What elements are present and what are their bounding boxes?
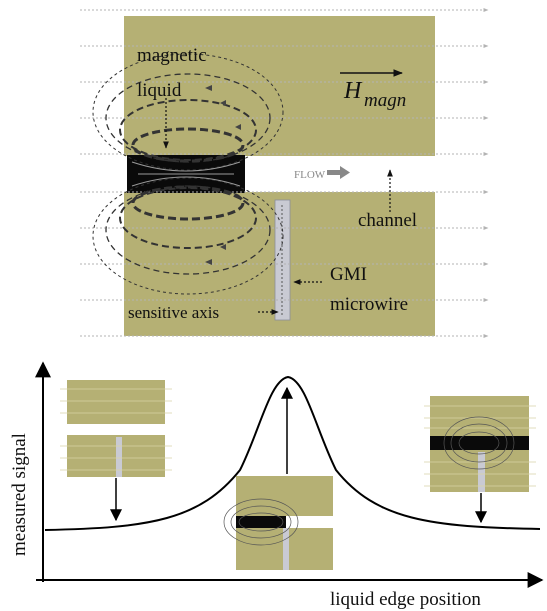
flow-label: FLOW: [294, 169, 326, 181]
top-diagram: FLOW magnetic liquid channel GMI microwi…: [80, 8, 489, 338]
inset-microwire: [283, 528, 289, 570]
stray-field-ellipse: [92, 177, 284, 295]
x-axis-label: liquid edge position: [330, 589, 481, 610]
field-vector-symbol: H: [343, 78, 363, 104]
inset-microwire: [478, 452, 485, 492]
stray-field-ellipse: [131, 185, 245, 221]
stray-field-ellipse: [119, 187, 257, 249]
inset-upper-wall: [236, 476, 333, 516]
inset-upper-wall: [67, 380, 165, 424]
inset-liquid-at-sensor: [223, 386, 333, 570]
upper-channel-wall: [124, 16, 435, 156]
stray-field-ellipse: [105, 73, 271, 163]
channel-label: channel: [358, 210, 417, 231]
signal-curve: [44, 375, 541, 531]
stray-field-ellipse: [119, 99, 257, 161]
stray-field-ellipse: [131, 127, 245, 163]
magnetic-liquid-label-line2: liquid: [137, 80, 182, 101]
stray-field-ellipse: [105, 185, 271, 275]
sensitive-axis-label: sensitive axis: [128, 303, 219, 322]
stray-field-ellipse: [92, 53, 284, 171]
inset-microwire: [116, 437, 122, 477]
external-field-lines: [80, 8, 489, 338]
y-axis-label: measured signal: [9, 433, 30, 556]
flow-arrow-head: [340, 166, 350, 179]
flow-arrow-shaft: [327, 170, 340, 175]
stray-field-lines: [92, 53, 284, 295]
microwire-label: microwire: [330, 294, 408, 315]
inset-liquid-past-sensor: [424, 396, 536, 524]
inset-liquid-plug: [236, 516, 286, 528]
field-vector-subscript: magn: [364, 90, 406, 111]
liquid-field-cross: [131, 161, 241, 187]
inset-liquid-plug: [430, 436, 529, 450]
inset-liquid-far: [60, 380, 172, 522]
magnetic-liquid-label-line1: magnetic: [137, 45, 207, 66]
gmi-label: GMI: [330, 264, 367, 285]
stray-field-markers: [205, 85, 241, 265]
signal-plot: measured signal liquid edge position: [9, 361, 544, 610]
